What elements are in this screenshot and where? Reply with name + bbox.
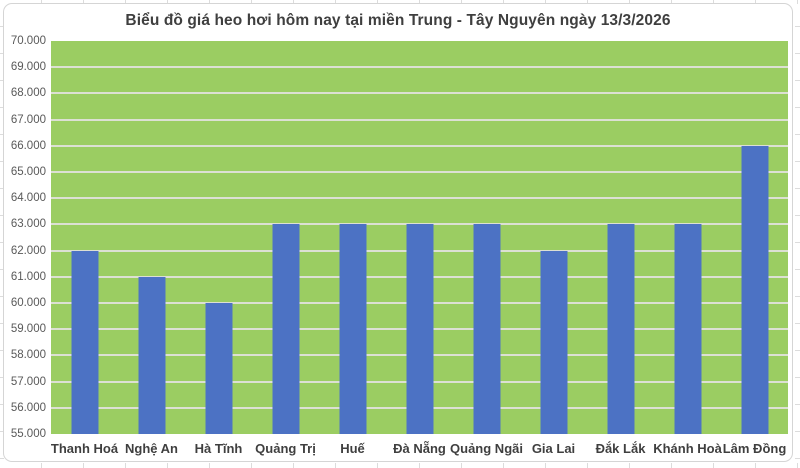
bar-Quảng Trị [272, 224, 299, 434]
sheet-gridline-ticks-right [795, 0, 800, 468]
chart-title: Biểu đồ giá heo hơi hôm nay tại miền Tru… [125, 12, 671, 29]
y-tick-label: 68.000 [10, 87, 46, 100]
bar-Thanh Hoá [71, 250, 98, 434]
y-tick-label: 61.000 [10, 270, 46, 283]
x-tick-label: Quảng Ngãi [450, 441, 523, 456]
gridline [51, 118, 788, 121]
x-tick-label: Huế [340, 441, 365, 456]
bar-Quảng Ngãi [473, 224, 500, 434]
gridline [51, 144, 788, 147]
bar-Đắk Lắk [607, 224, 634, 434]
plot-area [51, 41, 788, 434]
y-tick-label: 66.000 [10, 139, 46, 152]
bar-Khánh Hoà [674, 224, 701, 434]
x-tick-label: Lâm Đồng [722, 441, 787, 456]
x-tick-label: Gia Lai [531, 441, 576, 456]
y-tick-label: 69.000 [10, 61, 46, 74]
x-tick-label: Hà Tĩnh [194, 441, 243, 456]
y-tick-label: 67.000 [10, 113, 46, 126]
bar-Nghệ An [138, 276, 165, 434]
gridline [51, 197, 788, 200]
x-tick-label: Nghệ An [125, 441, 178, 456]
y-tick-label: 62.000 [10, 244, 46, 257]
x-axis-labels: Thanh Hoá Nghệ An Hà Tĩnh Quảng Trị Huế Đà Nẵ… [51, 441, 788, 459]
x-tick-label: Đà Nẵng [393, 441, 446, 456]
y-tick-label: 59.000 [10, 323, 46, 336]
y-tick-label: 56.000 [10, 401, 46, 414]
y-tick-label: 58.000 [10, 349, 46, 362]
bar-Hà Tĩnh [205, 303, 232, 434]
y-tick-label: 60.000 [10, 296, 46, 309]
y-tick-label: 55.000 [10, 428, 46, 440]
y-tick-label: 70.000 [10, 35, 46, 47]
x-tick-label: Đắk Lắk [595, 441, 646, 456]
gridline [51, 92, 788, 95]
chart-object[interactable]: Biểu đồ giá heo hơi hôm nay tại miền Tru… [3, 3, 793, 462]
y-tick-label: 65.000 [10, 165, 46, 178]
y-tick-label: 63.000 [10, 218, 46, 231]
y-axis-labels: 70.000 69.000 68.000 67.000 66.000 65.000 64.0… [4, 35, 46, 440]
bar-Huế [339, 224, 366, 434]
gridline [51, 223, 788, 226]
sheet-gridline-ticks-top [0, 0, 800, 4]
x-tick-label: Thanh Hoá [50, 441, 119, 456]
sheet-gridline-ticks-bottom [0, 463, 800, 468]
sheet-gridline-ticks-left [0, 0, 4, 468]
gridline [51, 66, 788, 69]
x-tick-label: Quảng Trị [255, 441, 316, 456]
y-tick-label: 57.000 [10, 375, 46, 388]
y-tick-label: 64.000 [10, 192, 46, 205]
bar-Gia Lai [540, 250, 567, 434]
bar-Lâm Đồng [741, 145, 768, 434]
bar-Đà Nẵng [406, 224, 433, 434]
gridline [51, 170, 788, 173]
x-tick-label: Khánh Hoà [653, 441, 722, 456]
